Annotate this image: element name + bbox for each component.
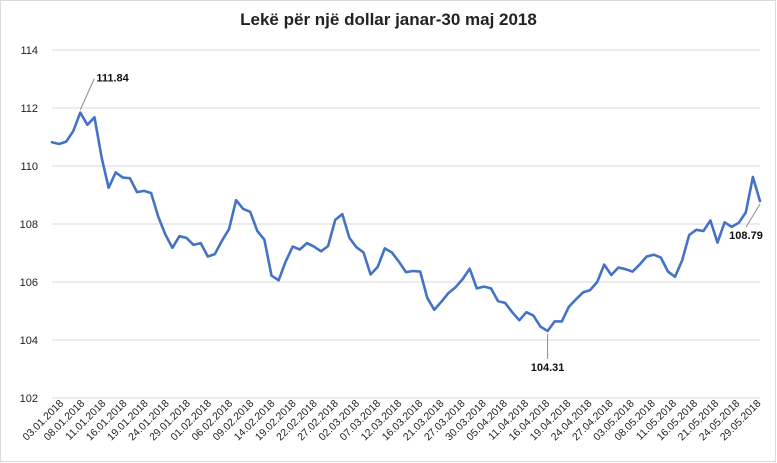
series-line-path xyxy=(50,111,762,333)
series-line xyxy=(50,111,762,333)
y-tick-label: 108 xyxy=(20,219,38,231)
y-tick-label: 102 xyxy=(20,393,38,405)
annotations: 111.84 104.31 108.79 xyxy=(79,73,763,374)
y-tick-label: 106 xyxy=(20,277,38,289)
annotation-leader xyxy=(79,78,95,110)
y-axis-ticks: 102 104 106 108 110 112 114 xyxy=(20,45,38,405)
chart-title: Lekë për një dollar janar-30 maj 2018 xyxy=(240,10,537,29)
x-axis-ticks: 03.01.201808.01.201811.01.201816.01.2018… xyxy=(20,398,763,444)
annotation-label: 104.31 xyxy=(531,362,565,374)
annotation-leader xyxy=(745,203,761,228)
y-tick-label: 104 xyxy=(20,335,38,347)
gridlines xyxy=(52,49,760,399)
y-tick-label: 110 xyxy=(20,161,38,173)
y-tick-label: 114 xyxy=(20,45,38,57)
annotation-label: 108.79 xyxy=(729,230,763,242)
annotation-label: 111.84 xyxy=(96,73,129,85)
y-tick-label: 112 xyxy=(20,103,38,115)
